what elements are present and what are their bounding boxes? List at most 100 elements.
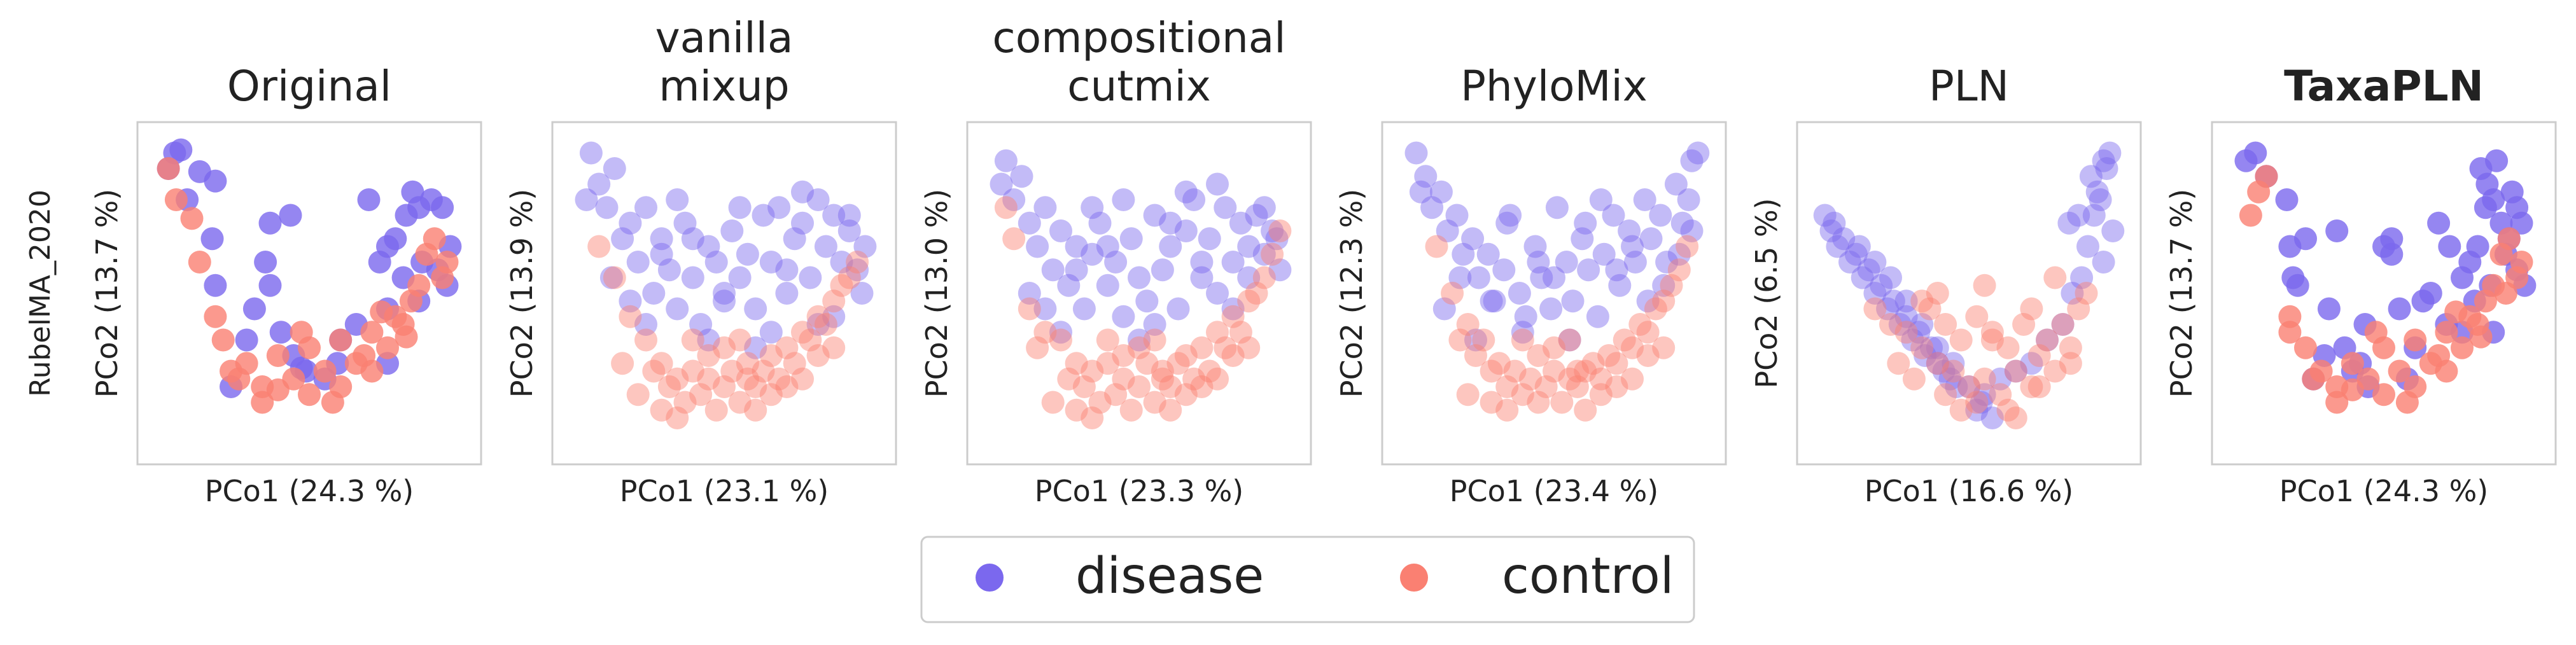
panel-title: PLN (1929, 62, 2009, 111)
point-control (1965, 305, 1989, 328)
point-disease (1838, 251, 1861, 274)
point-disease (681, 227, 704, 251)
point-control (1252, 266, 1276, 289)
point-disease (1033, 297, 1057, 321)
point-disease (2275, 188, 2299, 211)
point-control (1182, 367, 1206, 391)
point-disease (1879, 266, 1902, 289)
point-disease (634, 313, 657, 336)
point-control (697, 367, 720, 391)
point-control (728, 391, 752, 414)
point-control (1605, 352, 1628, 375)
point-disease (2485, 149, 2509, 172)
point-disease (650, 242, 673, 266)
point-disease (990, 172, 1013, 196)
point-disease (1957, 375, 1980, 398)
point-disease (642, 282, 666, 305)
point-disease (2020, 352, 2043, 375)
point-control (2036, 328, 2059, 352)
point-control (1472, 328, 1495, 352)
point-disease (1166, 297, 1190, 321)
point-disease (1461, 227, 1485, 251)
point-control (407, 274, 431, 297)
point-disease (634, 196, 657, 219)
point-control (2059, 336, 2082, 359)
point-control (1628, 313, 1652, 336)
point-control (2364, 321, 2388, 344)
point-disease (1112, 305, 1135, 328)
point-disease (1404, 141, 1428, 165)
point-disease (1445, 204, 1469, 227)
point-control (157, 157, 180, 180)
point-control (1221, 344, 1245, 367)
point-control (791, 321, 814, 344)
point-control (376, 336, 399, 359)
point-control (1096, 328, 1119, 352)
point-disease (1436, 219, 1459, 242)
point-disease (579, 141, 603, 165)
y-axis-label: PCo2 (6.5 %) (1749, 198, 1784, 388)
point-disease (1530, 266, 1553, 289)
point-control (2404, 328, 2427, 352)
point-disease (1857, 258, 1880, 282)
legend-marker-disease (976, 564, 1004, 592)
point-control (1918, 297, 1942, 321)
point-disease (1476, 242, 1500, 266)
scatter-panel-6: TaxaPLN PCo1 (24.3 %) PCo2 (13.7 %) (2164, 62, 2557, 508)
point-control (666, 406, 689, 429)
point-control (806, 344, 830, 367)
point-disease (1268, 258, 1292, 282)
point-disease (1104, 251, 1128, 274)
point-control (1543, 359, 1565, 383)
point-disease (611, 227, 634, 251)
point-control (2494, 282, 2517, 305)
point-control (251, 391, 274, 414)
point-disease (1499, 204, 1522, 227)
point-disease (1863, 251, 1887, 274)
point-control (2469, 325, 2493, 349)
point-disease (1026, 235, 1049, 258)
point-disease (235, 328, 258, 352)
plot-area (551, 121, 897, 466)
point-disease (791, 180, 814, 204)
point-control (697, 344, 720, 367)
x-axis-label: PCo1 (24.3 %) (205, 474, 414, 508)
point-control (681, 328, 704, 352)
point-control (2451, 336, 2474, 359)
point-control (2051, 313, 2075, 336)
point-control (2059, 352, 2082, 375)
point-disease (1945, 375, 1968, 398)
point-control (1652, 336, 1676, 359)
point-control (759, 383, 783, 406)
point-disease (1143, 204, 1166, 227)
point-disease (1680, 219, 1704, 242)
point-control (329, 328, 353, 352)
point-control (846, 251, 869, 274)
point-disease (1452, 242, 1475, 266)
point-disease (626, 251, 650, 274)
point-control (1965, 391, 1989, 414)
point-disease (587, 172, 611, 196)
point-control (689, 383, 713, 406)
point-disease (2095, 157, 2118, 180)
point-disease (1049, 321, 1072, 344)
point-disease (2092, 251, 2115, 274)
point-disease (619, 211, 642, 235)
point-disease (1480, 289, 1503, 313)
point-control (2444, 300, 2468, 324)
point-control (1973, 274, 1996, 297)
point-control (164, 188, 188, 211)
point-control (290, 321, 313, 344)
point-disease (697, 328, 720, 352)
point-disease (1065, 235, 1088, 258)
point-control (1487, 352, 1511, 375)
point-control (1926, 352, 1949, 375)
point-control (799, 328, 822, 352)
point-control (704, 398, 728, 422)
point-disease (2510, 211, 2533, 235)
point-disease (759, 321, 783, 344)
point-control (395, 325, 418, 349)
point-disease (1608, 274, 1632, 297)
plot-area (1381, 121, 1727, 466)
